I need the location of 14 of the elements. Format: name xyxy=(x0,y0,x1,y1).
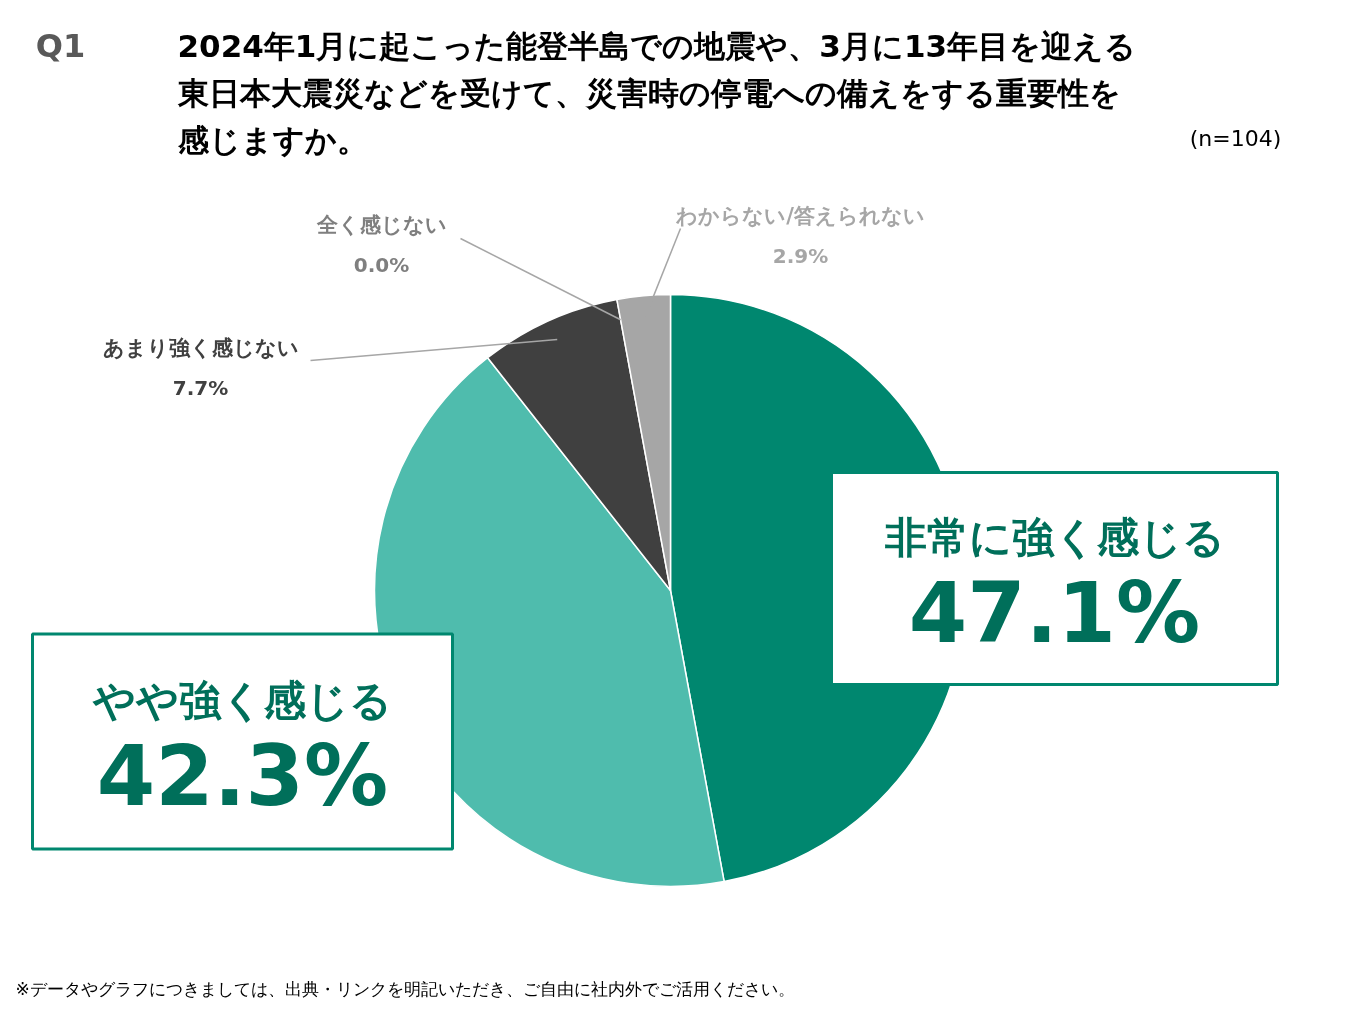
slice-label: やや強く感じる xyxy=(92,676,392,725)
chart-title: 2024年1月に起こった能登半島での地震や、3月に13年目を迎える東日本大震災などを受けて、災害時の停電への備えをする重要性を感じますか。 xyxy=(176,27,1137,158)
category-label: 全く感じない xyxy=(316,212,447,237)
data-label: 47.1% xyxy=(908,563,1201,662)
text: Q1 xyxy=(35,26,86,65)
slice-label: 非常に強く感じる xyxy=(883,513,1225,562)
slice-label: わからない/答えられない xyxy=(675,203,925,228)
slice-label: あまり強く感じない xyxy=(102,335,299,360)
text: 0.0% xyxy=(353,252,410,277)
data-label: 2.9% xyxy=(772,243,829,268)
data-label: 7.7% xyxy=(172,375,229,400)
data-label: 42.3% xyxy=(96,726,389,825)
text: ※データやグラフにつきましては、出典・リンクを明記いただき、ご自由に社内外でご活用ください。 xyxy=(15,978,795,999)
text: (n=104) xyxy=(1189,126,1282,151)
